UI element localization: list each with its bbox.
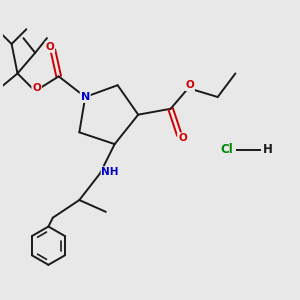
Text: O: O <box>32 83 41 93</box>
Text: NH: NH <box>101 167 119 177</box>
Text: O: O <box>178 133 187 143</box>
Text: O: O <box>185 80 194 90</box>
Text: Cl: Cl <box>221 143 233 157</box>
Text: O: O <box>46 42 54 52</box>
Text: N: N <box>81 92 90 102</box>
Text: H: H <box>263 143 273 157</box>
